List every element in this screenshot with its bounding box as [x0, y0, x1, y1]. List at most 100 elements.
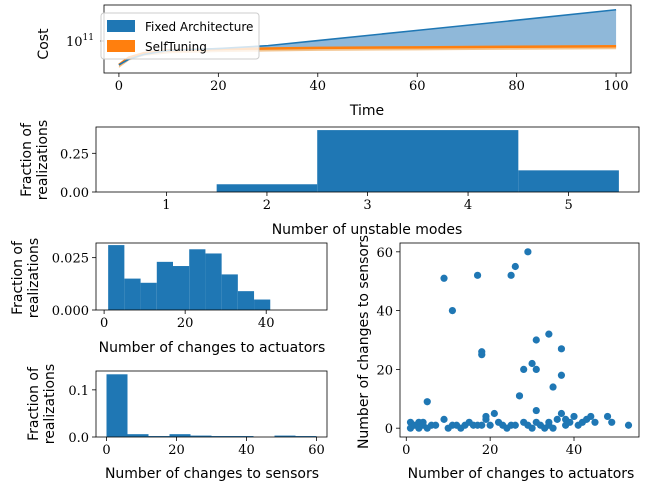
cost-ticks: 0 20 40 60 80 100	[100, 40, 629, 94]
actuators-histogram-bar	[237, 291, 255, 310]
sensors-histogram-xtick-label: 60	[308, 443, 325, 458]
scatter-ytick-label: 40	[376, 305, 393, 320]
sensors-histogram-bar	[127, 434, 149, 437]
actuators-histogram-ytick-label: 0.000	[52, 304, 89, 319]
sensors-histogram-ticks: 0 20 40 60 0.0 0.1	[68, 384, 324, 458]
unstable-modes-ylabel-line1: Fraction of	[19, 122, 35, 197]
scatter-point	[566, 418, 574, 426]
cost-ytick-label: 1011	[66, 33, 94, 50]
cost-xtick-label: 40	[310, 79, 327, 94]
sensors-histogram-bar	[274, 435, 296, 437]
unstable-modes-xtick-label: 3	[363, 198, 371, 213]
scatter-point	[448, 307, 457, 315]
sensors-histogram-ylabel-line2: realizations	[42, 364, 58, 444]
scatter-xtick-label: 40	[566, 443, 583, 458]
scatter-point	[549, 424, 557, 432]
sensors-histogram-bar	[148, 436, 170, 437]
scatter-ylabel: Number of changes to sensors	[356, 235, 372, 449]
scatter-point	[570, 412, 578, 421]
actuators-histogram-bar	[140, 282, 157, 310]
scatter-point	[557, 409, 566, 418]
actuators-histogram-frame	[95, 242, 328, 311]
scatter-point	[432, 421, 440, 429]
scatter-point	[440, 274, 448, 282]
unstable-modes-bar	[317, 130, 519, 192]
scatter-xtick-label: 20	[482, 443, 499, 458]
sensors-histogram-xtick-label: 20	[168, 443, 185, 458]
sensors-histogram-xtick-label: 0	[102, 443, 110, 458]
unstable-modes-xtick-label: 1	[162, 198, 170, 213]
scatter-point	[553, 415, 561, 423]
sensors-histogram-ytick-label: 0.0	[68, 431, 89, 446]
actuators-histogram-bar	[205, 253, 222, 310]
legend-swatch-selftuning	[107, 40, 135, 52]
scatter-point	[624, 421, 633, 429]
scatter-point	[557, 345, 566, 353]
unstable-modes-xtick-label: 5	[564, 198, 572, 213]
cost-legend: Fixed Architecture SelfTuning	[100, 12, 260, 60]
sensors-histogram-ylabel-line1: Fraction of	[26, 366, 42, 441]
scatter-point	[482, 412, 490, 421]
scatter-point	[507, 271, 515, 279]
unstable-modes-chart: 1 2 3 4 5 0.00 0.25 Fraction of realizations N…	[19, 120, 640, 238]
cost-xtick-label: 100	[604, 79, 629, 94]
scatter-ytick-label: 0	[385, 422, 393, 437]
actuators-histogram-xlabel: Number of changes to actuators	[99, 340, 326, 356]
cost-xtick-label: 0	[115, 79, 123, 94]
scatter-point	[478, 421, 486, 429]
actuators-histogram-ticks: 0 20 40 0.000 0.025	[52, 252, 275, 331]
sensors-histogram-bar	[295, 436, 317, 437]
actuators-histogram-ytick-label: 0.025	[52, 252, 89, 267]
actuators-histogram-ylabel-line1: Fraction of	[10, 240, 26, 315]
actuators-histogram-bar	[156, 261, 173, 310]
sensors-histogram: 0 20 40 60 0.0 0.1 Fraction of realizations N…	[26, 364, 328, 482]
unstable-modes-ytick-label: 0.00	[60, 186, 89, 201]
scatter-point	[511, 421, 519, 429]
scatter-point	[532, 336, 540, 344]
scatter-point	[591, 418, 599, 426]
actuators-histogram-bar	[254, 299, 271, 310]
unstable-modes-ylabel-line2: realizations	[35, 120, 51, 200]
actuators-histogram-xtick-label: 0	[100, 316, 108, 331]
unstable-modes-plot-area	[95, 126, 640, 193]
unstable-modes-bar	[518, 170, 619, 192]
scatter-point	[587, 412, 595, 421]
sensors-histogram-frame	[95, 370, 328, 438]
scatter-plot-area	[399, 242, 640, 438]
sensors-histogram-bar	[106, 374, 128, 437]
unstable-modes-xtick-label: 2	[263, 198, 271, 213]
cost-ylabel: Cost	[36, 28, 52, 60]
scatter-ytick-label: 60	[376, 246, 393, 261]
scatter-point	[511, 262, 519, 271]
scatter-point	[528, 424, 536, 432]
scatter-point	[473, 271, 482, 279]
cost-xtick-label: 80	[508, 79, 525, 94]
actuators-histogram-plot-area	[95, 242, 328, 311]
scatter-point	[557, 371, 566, 379]
scatter-xtick-label: 0	[402, 443, 410, 458]
scatter-point	[515, 392, 524, 400]
cost-xtick-label: 60	[409, 79, 426, 94]
cost-chart: 0 20 40 60 80 100 1011 Cost Time Fixed Archit…	[36, 4, 632, 119]
scatter-point	[423, 398, 431, 406]
legend-swatch-fixed	[107, 20, 135, 32]
scatter-point	[478, 351, 486, 359]
unstable-modes-bar	[216, 184, 318, 192]
sensors-histogram-bar	[190, 435, 212, 437]
sensors-histogram-xtick-label: 40	[238, 443, 255, 458]
legend-box	[100, 12, 260, 60]
actuators-histogram: 0 20 40 0.000 0.025 Fraction of realizations…	[10, 238, 328, 356]
sensors-histogram-plot-area	[95, 370, 328, 438]
scatter-point	[528, 359, 536, 368]
scatter-point	[520, 365, 528, 373]
scatter-xlabel: Number of changes to actuators	[408, 466, 635, 482]
scatter-point	[549, 383, 557, 391]
scatter-frame	[399, 242, 640, 438]
unstable-modes-xtick-label: 4	[464, 198, 472, 213]
actuators-histogram-xtick-label: 40	[258, 316, 275, 331]
unstable-modes-xlabel: Number of unstable modes	[272, 222, 463, 238]
scatter-point	[532, 365, 540, 373]
actuators-histogram-xtick-label: 20	[177, 316, 194, 331]
actuators-histogram-bar	[189, 249, 206, 310]
scatter-point	[440, 415, 448, 423]
